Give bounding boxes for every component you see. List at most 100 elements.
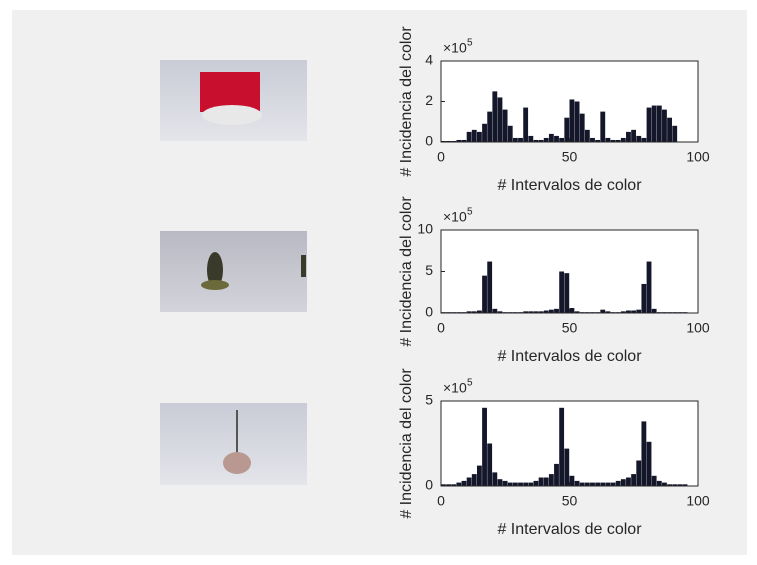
bar bbox=[497, 479, 503, 486]
x-axis-label: # Intervalos de color bbox=[497, 177, 642, 194]
y-tick-label: 5 bbox=[425, 262, 433, 278]
x-axis-label: # Intervalos de color bbox=[497, 348, 642, 365]
bar bbox=[471, 311, 477, 313]
bar bbox=[492, 91, 498, 142]
bar bbox=[461, 139, 467, 142]
bar bbox=[656, 480, 662, 486]
plot-area bbox=[441, 230, 698, 313]
bar bbox=[574, 101, 580, 142]
bar bbox=[610, 139, 616, 142]
bar bbox=[476, 310, 482, 313]
bar bbox=[615, 139, 621, 142]
bar bbox=[492, 472, 498, 486]
bar bbox=[605, 482, 611, 486]
bar bbox=[528, 135, 534, 142]
bar bbox=[441, 140, 446, 142]
bar bbox=[512, 137, 518, 142]
bar bbox=[523, 482, 529, 486]
bar bbox=[451, 484, 457, 486]
y-tick-label: 0 bbox=[425, 133, 433, 149]
bar bbox=[497, 97, 503, 142]
bar bbox=[538, 477, 544, 486]
bar bbox=[569, 475, 575, 486]
x-axis-label: # Intervalos de color bbox=[497, 521, 642, 538]
thumbnail bbox=[160, 231, 307, 312]
bar bbox=[518, 482, 523, 486]
bar bbox=[559, 407, 565, 486]
bar bbox=[492, 308, 498, 313]
bar bbox=[641, 421, 647, 486]
bar bbox=[590, 482, 595, 486]
bar bbox=[672, 125, 678, 142]
bar bbox=[579, 482, 585, 486]
x-tick-label: 0 bbox=[437, 149, 445, 165]
bar bbox=[543, 137, 549, 142]
bar bbox=[482, 123, 487, 142]
bar bbox=[600, 111, 606, 142]
x-tick-label: 50 bbox=[562, 149, 578, 165]
bar bbox=[574, 311, 580, 313]
bar bbox=[533, 139, 539, 142]
bar bbox=[512, 482, 518, 486]
bar bbox=[456, 139, 462, 142]
x-tick-label: 0 bbox=[437, 320, 445, 336]
bar bbox=[441, 484, 446, 486]
bar bbox=[620, 311, 626, 313]
bar bbox=[528, 482, 534, 486]
bar bbox=[554, 463, 559, 486]
x-tick-label: 100 bbox=[686, 320, 710, 336]
bar bbox=[677, 484, 683, 486]
bar bbox=[579, 113, 585, 142]
bar bbox=[487, 443, 493, 486]
bar bbox=[548, 309, 554, 313]
bar bbox=[528, 311, 534, 313]
bar bbox=[471, 474, 477, 486]
bar bbox=[471, 129, 477, 142]
bar bbox=[482, 275, 487, 313]
y-tick-label: 5 bbox=[425, 392, 433, 408]
bar bbox=[636, 135, 642, 142]
bar bbox=[497, 311, 503, 313]
y-axis-label: # Incidencia del color bbox=[398, 26, 415, 177]
bar bbox=[667, 117, 672, 142]
bar bbox=[461, 480, 467, 486]
bar bbox=[507, 125, 513, 142]
bar bbox=[554, 135, 559, 142]
bar bbox=[641, 137, 647, 142]
y-scale-exponent: 5 bbox=[467, 378, 473, 389]
bar bbox=[533, 311, 539, 313]
bar bbox=[538, 139, 544, 142]
bar bbox=[590, 137, 595, 142]
bar bbox=[656, 105, 662, 142]
bar bbox=[466, 311, 472, 313]
y-tick-label: 4 bbox=[425, 52, 433, 68]
bar bbox=[610, 482, 616, 486]
bar bbox=[523, 107, 529, 142]
bar bbox=[507, 482, 513, 486]
bar bbox=[446, 140, 451, 142]
bar bbox=[466, 477, 472, 486]
x-tick-label: 100 bbox=[686, 149, 710, 165]
y-scale-base: ×10 bbox=[443, 380, 467, 396]
bar bbox=[476, 131, 482, 142]
bar bbox=[651, 475, 657, 486]
bar bbox=[626, 477, 631, 486]
bar bbox=[584, 129, 590, 142]
bar bbox=[646, 441, 652, 486]
bar bbox=[605, 311, 611, 313]
x-tick-label: 50 bbox=[562, 493, 578, 509]
bar bbox=[518, 137, 523, 142]
bar bbox=[584, 482, 590, 486]
bar bbox=[533, 480, 539, 486]
bar bbox=[667, 484, 672, 486]
bar bbox=[615, 480, 621, 486]
bar bbox=[502, 480, 508, 486]
x-tick-label: 100 bbox=[686, 493, 710, 509]
bar bbox=[636, 460, 642, 486]
bar bbox=[651, 105, 657, 142]
bar bbox=[651, 308, 657, 313]
bar bbox=[595, 139, 601, 142]
x-tick-label: 50 bbox=[562, 320, 578, 336]
bar bbox=[543, 310, 549, 313]
bar bbox=[646, 261, 652, 313]
